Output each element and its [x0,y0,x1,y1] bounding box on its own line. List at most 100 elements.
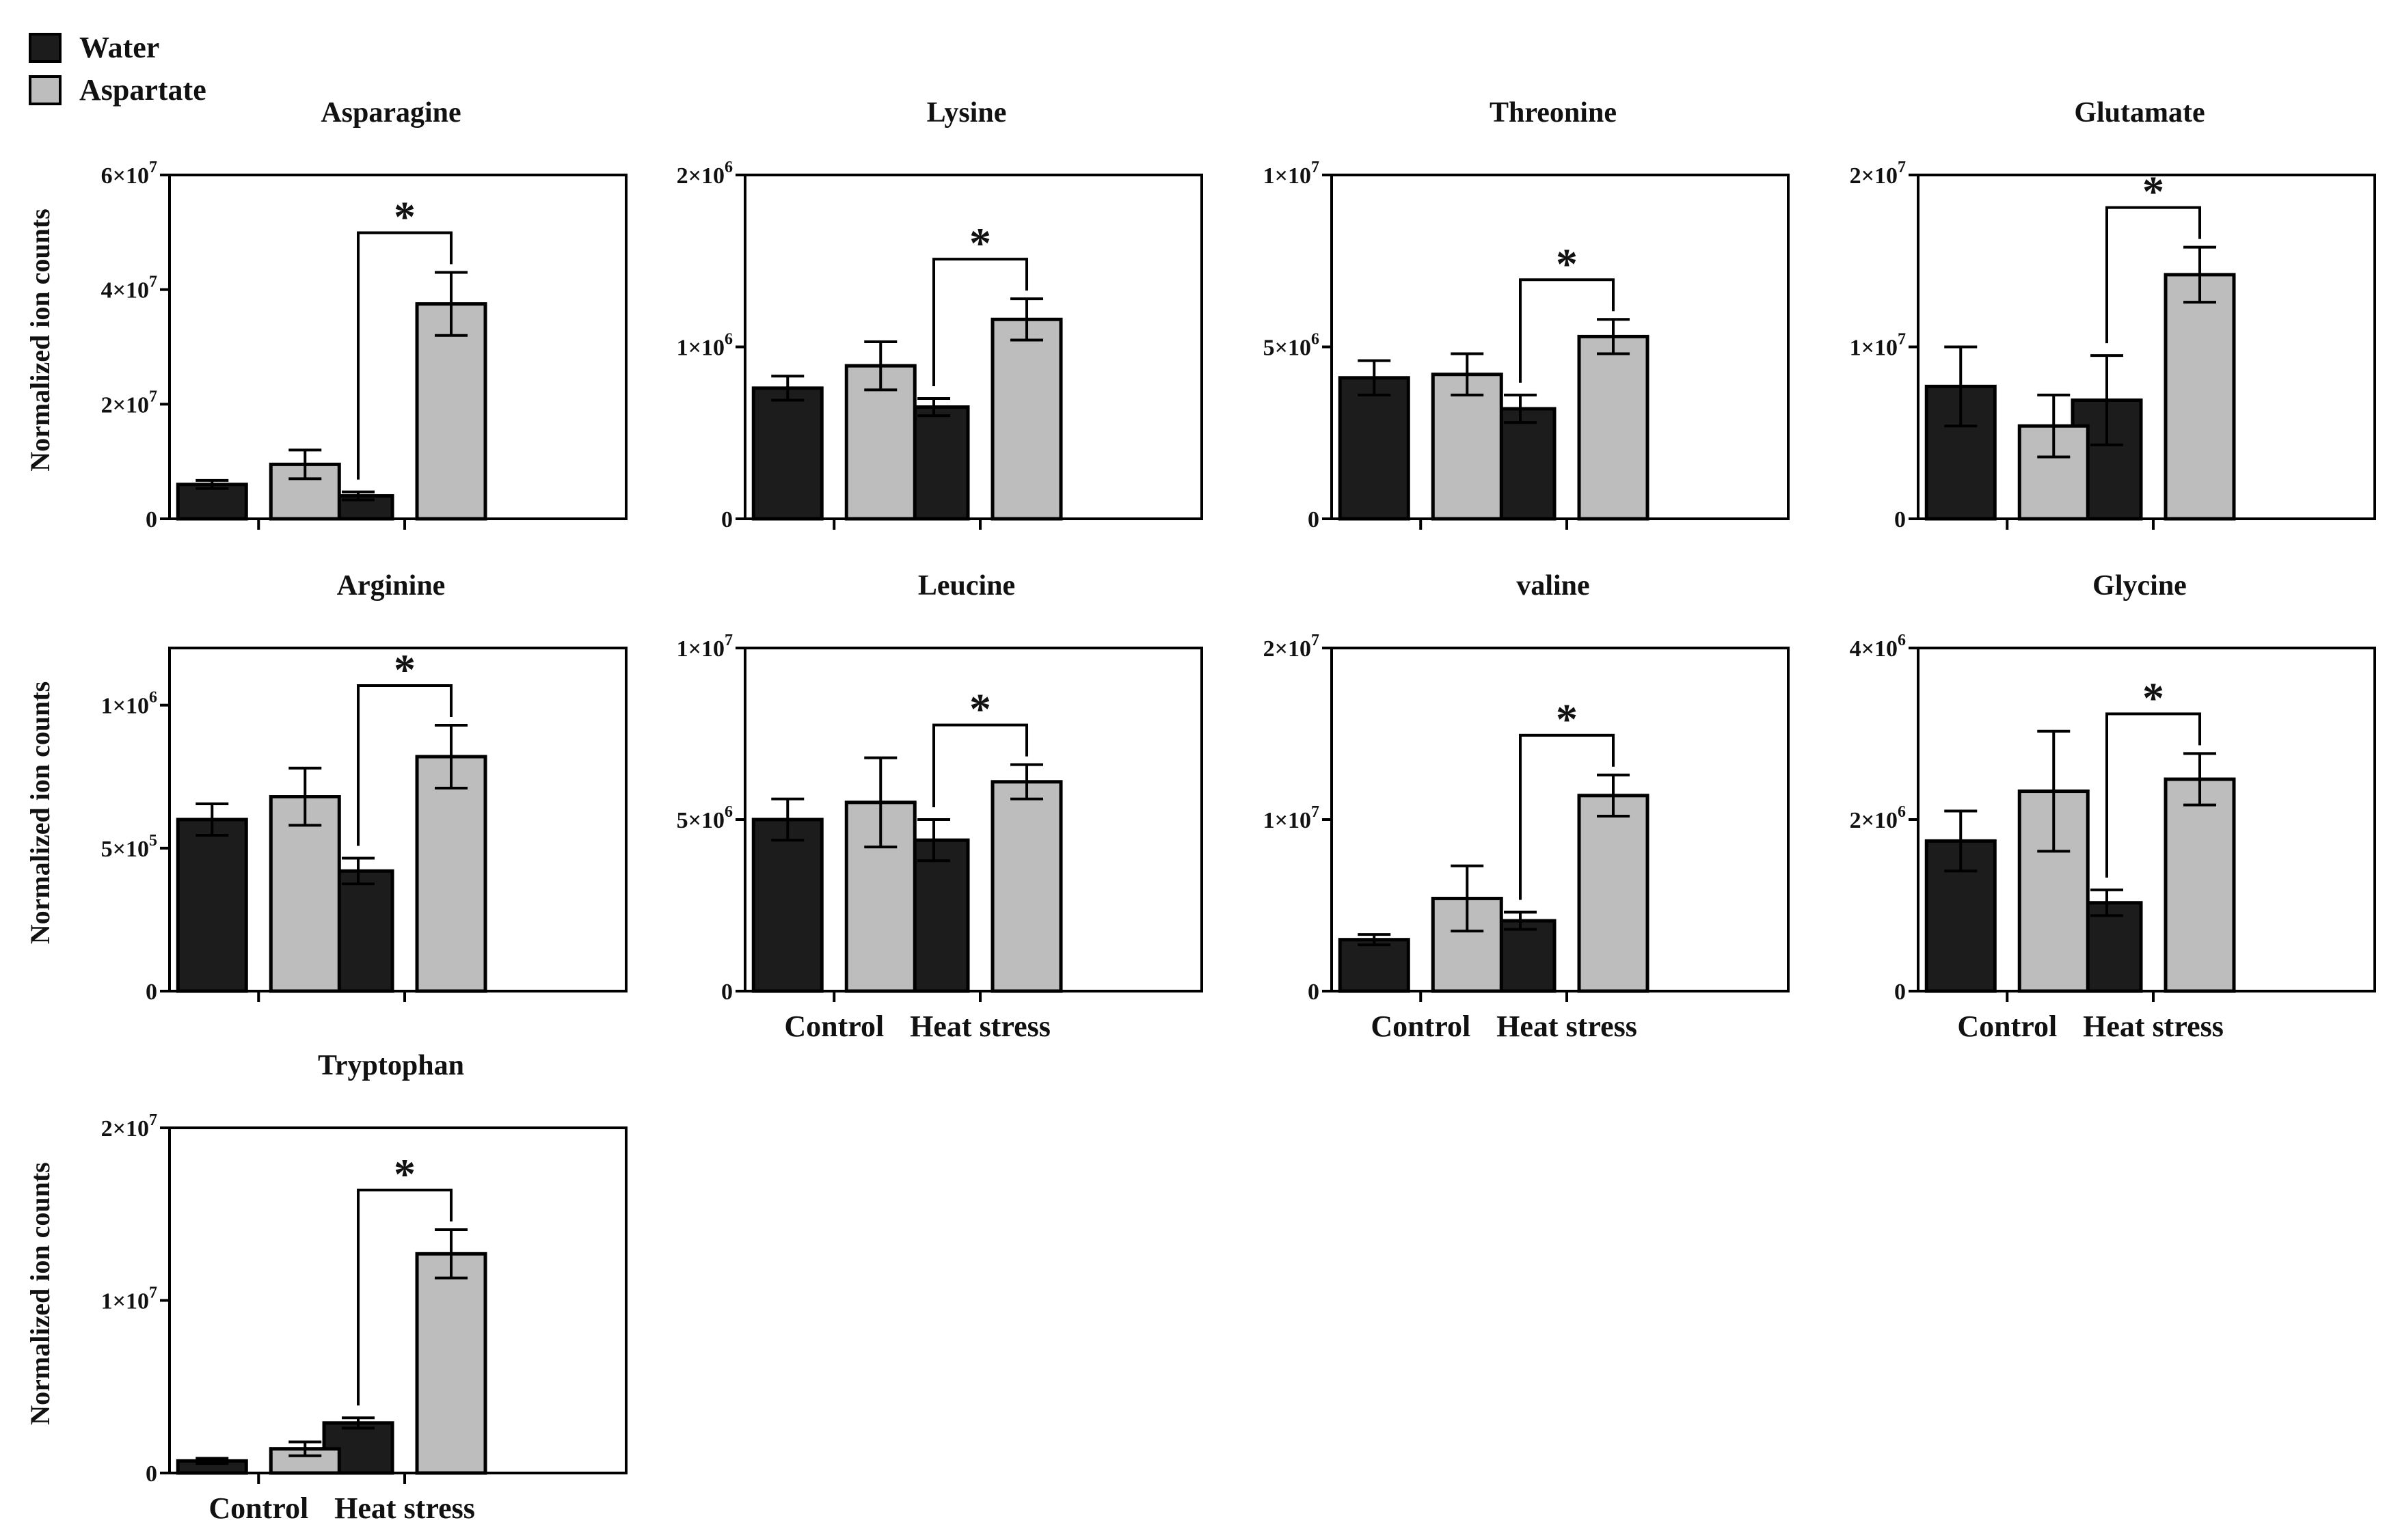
significance-bracket [357,684,453,846]
significance-star: * [394,645,416,694]
bar-aspartate-heat-stress [415,1252,487,1475]
y-tick-label: 0 [1308,507,1319,532]
panel-title: Arginine [337,570,446,602]
panel-title: Asparagine [321,97,461,129]
bar-aspartate-heat-stress [1577,794,1649,993]
significance-star: * [2142,673,2164,722]
panel-threonine: Threonine 0 5×106 1×107 * [1263,97,1790,532]
y-tick-label: 0 [1894,507,1906,532]
panel-arginine: Arginine 0 5×105 1×106 Normalized ion counts… [25,570,628,1005]
legend-swatch-water [29,33,62,63]
significance-bracket [357,231,453,480]
x-category-label-control: Control [1957,1010,2057,1043]
significance-star: * [1556,695,1578,744]
bar-water-control [176,818,248,993]
y-tick-label: 4×106 [1850,632,1906,662]
significance-bracket [932,723,1029,807]
significance-bracket [2105,206,2202,344]
x-category-label-heat-stress: Heat stress [2083,1010,2224,1043]
y-tick-label: 0 [721,980,733,1005]
panel-tryptophan: Tryptophan 0 1×107 2×107 Control Heat stress N… [25,1050,628,1525]
x-category-label-control: Control [1371,1010,1470,1043]
bar-aspartate-control [844,800,917,993]
panel-valine: valine 0 1×107 2×107 Control Heat stress * [1263,570,1790,1043]
panel-title: Lysine [927,97,1007,129]
panel-title: Tryptophan [318,1050,464,1081]
significance-star: * [394,193,416,241]
legend-label-aspartate: Aspartate [79,73,206,107]
x-category-label-heat-stress: Heat stress [1496,1010,1637,1043]
y-tick-label: 2×107 [1850,159,1906,189]
bar-water-control [751,386,824,521]
panel-asparagine: Asparagine 0 2×107 4×107 6×107 Normalized ion… [25,97,628,532]
y-tick-label: 1×107 [101,1284,157,1314]
legend-label-water: Water [79,31,159,64]
y-tick-label: 1×106 [101,689,157,719]
y-tick-label: 2×107 [1263,632,1319,662]
panel-title: valine [1516,570,1589,602]
y-tick-label: 0 [146,507,157,532]
y-axis-title: Normalized ion counts [25,1162,55,1424]
panel-glycine: Glycine 0 2×106 4×106 Control Heat stress * [1850,570,2376,1043]
y-tick-label: 6×107 [101,159,157,189]
y-tick-label: 1×107 [1263,803,1319,833]
significance-star: * [2142,167,2164,216]
y-tick-label: 0 [1308,980,1319,1005]
y-tick-label: 0 [146,980,157,1005]
y-tick-label: 1×107 [1850,331,1906,361]
bar-water-control [1338,938,1410,993]
plot-frame [168,647,628,992]
y-axis-title: Normalized ion counts [25,208,55,471]
y-tick-label: 0 [721,507,733,532]
significance-bracket [1519,278,1615,383]
x-category-label-control: Control [208,1491,308,1525]
bar-aspartate-heat-stress [1577,334,1649,521]
y-tick-label: 5×106 [677,803,733,833]
bar-aspartate-heat-stress [415,755,487,993]
bar-aspartate-control [269,795,341,993]
y-axis-title: Normalized ion counts [25,681,55,944]
bar-aspartate-heat-stress [991,317,1063,521]
significance-star: * [394,1150,416,1198]
y-tick-label: 2×107 [101,388,157,418]
bar-aspartate-control [1431,373,1503,521]
legend-swatch-aspartate [29,75,62,105]
y-tick-label: 4×107 [101,273,157,303]
plot-frame [168,174,628,520]
y-tick-label: 2×106 [677,159,733,189]
significance-star: * [969,219,991,267]
panel-title: Glutamate [2074,97,2205,129]
x-category-label-heat-stress: Heat stress [910,1010,1051,1043]
y-tick-label: 5×105 [101,832,157,862]
significance-bracket [357,1188,453,1406]
bar-aspartate-heat-stress [415,302,487,521]
x-category-label-heat-stress: Heat stress [334,1491,475,1525]
significance-bracket [2105,712,2202,878]
x-category-label-control: Control [784,1010,884,1043]
panel-title: Threonine [1490,97,1617,129]
significance-star: * [969,685,991,733]
bar-water-control [1338,376,1410,521]
y-tick-label: 1×107 [1263,159,1319,189]
legend: Water Aspartate [29,31,206,107]
panel-lysine: Lysine 0 1×106 2×106 * [677,97,1203,532]
y-tick-label: 2×107 [101,1111,157,1142]
bar-water-control [751,818,824,993]
significance-bracket [1519,733,1615,900]
y-tick-label: 1×107 [677,632,733,662]
panel-glutamate: Glutamate 0 1×107 2×107 * [1850,97,2376,532]
bar-aspartate-heat-stress [2164,777,2236,993]
panel-leucine: Leucine 0 5×106 1×107 Control Heat stress * [677,570,1203,1043]
significance-bracket [932,258,1029,386]
panel-title: Glycine [2092,570,2187,602]
y-tick-label: 5×106 [1263,331,1319,361]
bar-aspartate-heat-stress [991,780,1063,993]
y-tick-label: 0 [146,1461,157,1487]
panel-title: Leucine [918,570,1015,602]
significance-star: * [1556,239,1578,288]
y-tick-label: 0 [1894,980,1906,1005]
bar-aspartate-heat-stress [2164,273,2236,521]
y-tick-label: 1×106 [677,331,733,361]
y-tick-label: 2×106 [1850,803,1906,833]
